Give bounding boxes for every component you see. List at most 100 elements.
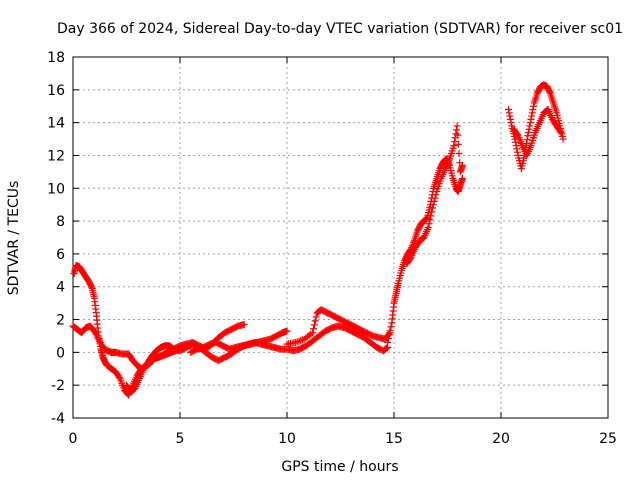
data-point-trace-h (512, 138, 520, 146)
data-point-trace-g (454, 140, 462, 148)
data-point-trace-h (513, 148, 521, 156)
data-point-trace-b (94, 334, 102, 342)
data-point-trace-g (430, 197, 438, 205)
data-point-trace-e (310, 325, 318, 333)
data-point-trace-g (425, 220, 433, 228)
data-point-trace-h (505, 109, 513, 117)
y-tick-label: -2 (51, 378, 65, 394)
x-tick-label: 0 (69, 431, 78, 447)
data-point-trace-i (556, 127, 564, 135)
data-point-trace-f (423, 214, 431, 222)
data-point-trace-h (523, 136, 531, 144)
data-point-trace-i (557, 128, 565, 136)
x-tick-label: 5 (176, 431, 185, 447)
data-point-trace-f (384, 339, 392, 347)
data-point-trace-h (525, 125, 533, 133)
data-point-trace-h (559, 135, 567, 143)
y-tick-label: 18 (47, 50, 65, 66)
data-point-trace-h (526, 119, 534, 127)
data-point-trace-e (309, 329, 317, 337)
data-point-trace-b (240, 320, 248, 328)
data-point-trace-f (387, 323, 395, 331)
data-point-trace-g (406, 255, 414, 263)
y-tick-label: 8 (56, 214, 65, 230)
y-tick-label: 12 (47, 148, 65, 164)
x-tick-label: 20 (492, 431, 510, 447)
data-point-trace-h (524, 128, 532, 136)
data-point-trace-g (453, 122, 461, 130)
data-point-trace-h (507, 119, 515, 127)
data-point-trace-h (524, 132, 532, 140)
data-point-trace-g (429, 201, 437, 209)
data-point-trace-h (504, 106, 512, 114)
y-tick-label: 6 (56, 247, 65, 263)
data-point-trace-f (458, 174, 466, 182)
data-point-trace-b (91, 329, 99, 337)
data-point-trace-e (312, 313, 320, 321)
data-point-trace-g (458, 161, 466, 169)
data-point-trace-h (528, 109, 536, 117)
data-point-trace-g (451, 138, 459, 146)
x-tick-label: 25 (599, 431, 617, 447)
data-point-trace-e (297, 337, 305, 345)
data-point-trace-b (93, 332, 101, 340)
data-point-trace-d (382, 345, 390, 353)
data-point-trace-b (90, 327, 98, 335)
data-points (69, 81, 567, 399)
data-point-trace-g (452, 126, 460, 134)
x-tick-label: 15 (385, 431, 403, 447)
y-tick-label: -4 (51, 411, 65, 427)
data-point-trace-f (386, 327, 394, 335)
y-tick-label: 10 (47, 181, 65, 197)
y-axis-label: SDTVAR / TECUs (6, 181, 22, 296)
data-point-trace-d (383, 344, 391, 352)
data-point-trace-h (506, 115, 514, 123)
data-point-trace-h (526, 122, 534, 130)
data-point-trace-c (168, 344, 176, 352)
chart-title: Day 366 of 2024, Sidereal Day-to-day VTE… (57, 21, 623, 37)
data-point-trace-g (455, 149, 463, 157)
y-tick-label: 0 (56, 345, 65, 361)
axis-ticks: 0 5 10 15 20 25 -4 -2 0 2 4 6 8 10 12 14 16 18 (47, 50, 617, 447)
data-point-trace-h (528, 112, 536, 120)
x-axis-label: GPS time / hours (281, 459, 398, 475)
data-point-trace-b (92, 330, 100, 338)
data-point-trace-a (88, 283, 96, 291)
data-point-trace-h (530, 102, 538, 110)
data-point-trace-f (422, 215, 430, 223)
data-point-trace-e (292, 339, 300, 347)
y-tick-label: 4 (56, 280, 65, 296)
data-point-trace-b (97, 340, 105, 348)
x-tick-label: 10 (278, 431, 296, 447)
data-point-trace-b (96, 337, 104, 345)
data-point-trace-g (432, 191, 440, 199)
data-point-trace-i (513, 130, 521, 138)
data-point-trace-h (527, 115, 535, 123)
data-point-trace-g (450, 142, 458, 150)
data-point-trace-g (429, 204, 437, 212)
data-point-trace-h (511, 135, 519, 143)
y-tick-label: 16 (47, 83, 65, 99)
y-tick-label: 2 (56, 313, 65, 329)
data-point-trace-g (426, 216, 434, 224)
plot-frame (72, 56, 609, 419)
data-point-trace-b (96, 339, 104, 347)
data-point-trace-g (424, 224, 432, 232)
data-point-trace-e (307, 330, 315, 338)
data-point-trace-g (454, 131, 462, 139)
data-point-trace-e (295, 337, 303, 345)
data-point-trace-h (529, 106, 537, 114)
data-point-trace-e (293, 338, 301, 346)
y-tick-label: 14 (47, 116, 65, 132)
data-point-trace-e (310, 321, 318, 329)
data-point-trace-g (431, 194, 439, 202)
data-point-trace-b (95, 335, 103, 343)
data-point-trace-c (283, 327, 291, 335)
data-point-trace-f (385, 331, 393, 339)
data-point-trace-h (512, 142, 520, 150)
data-point-trace-g (428, 208, 436, 216)
data-point-trace-e (311, 317, 319, 325)
grid-lines (73, 57, 608, 418)
data-point-trace-h (506, 112, 514, 120)
